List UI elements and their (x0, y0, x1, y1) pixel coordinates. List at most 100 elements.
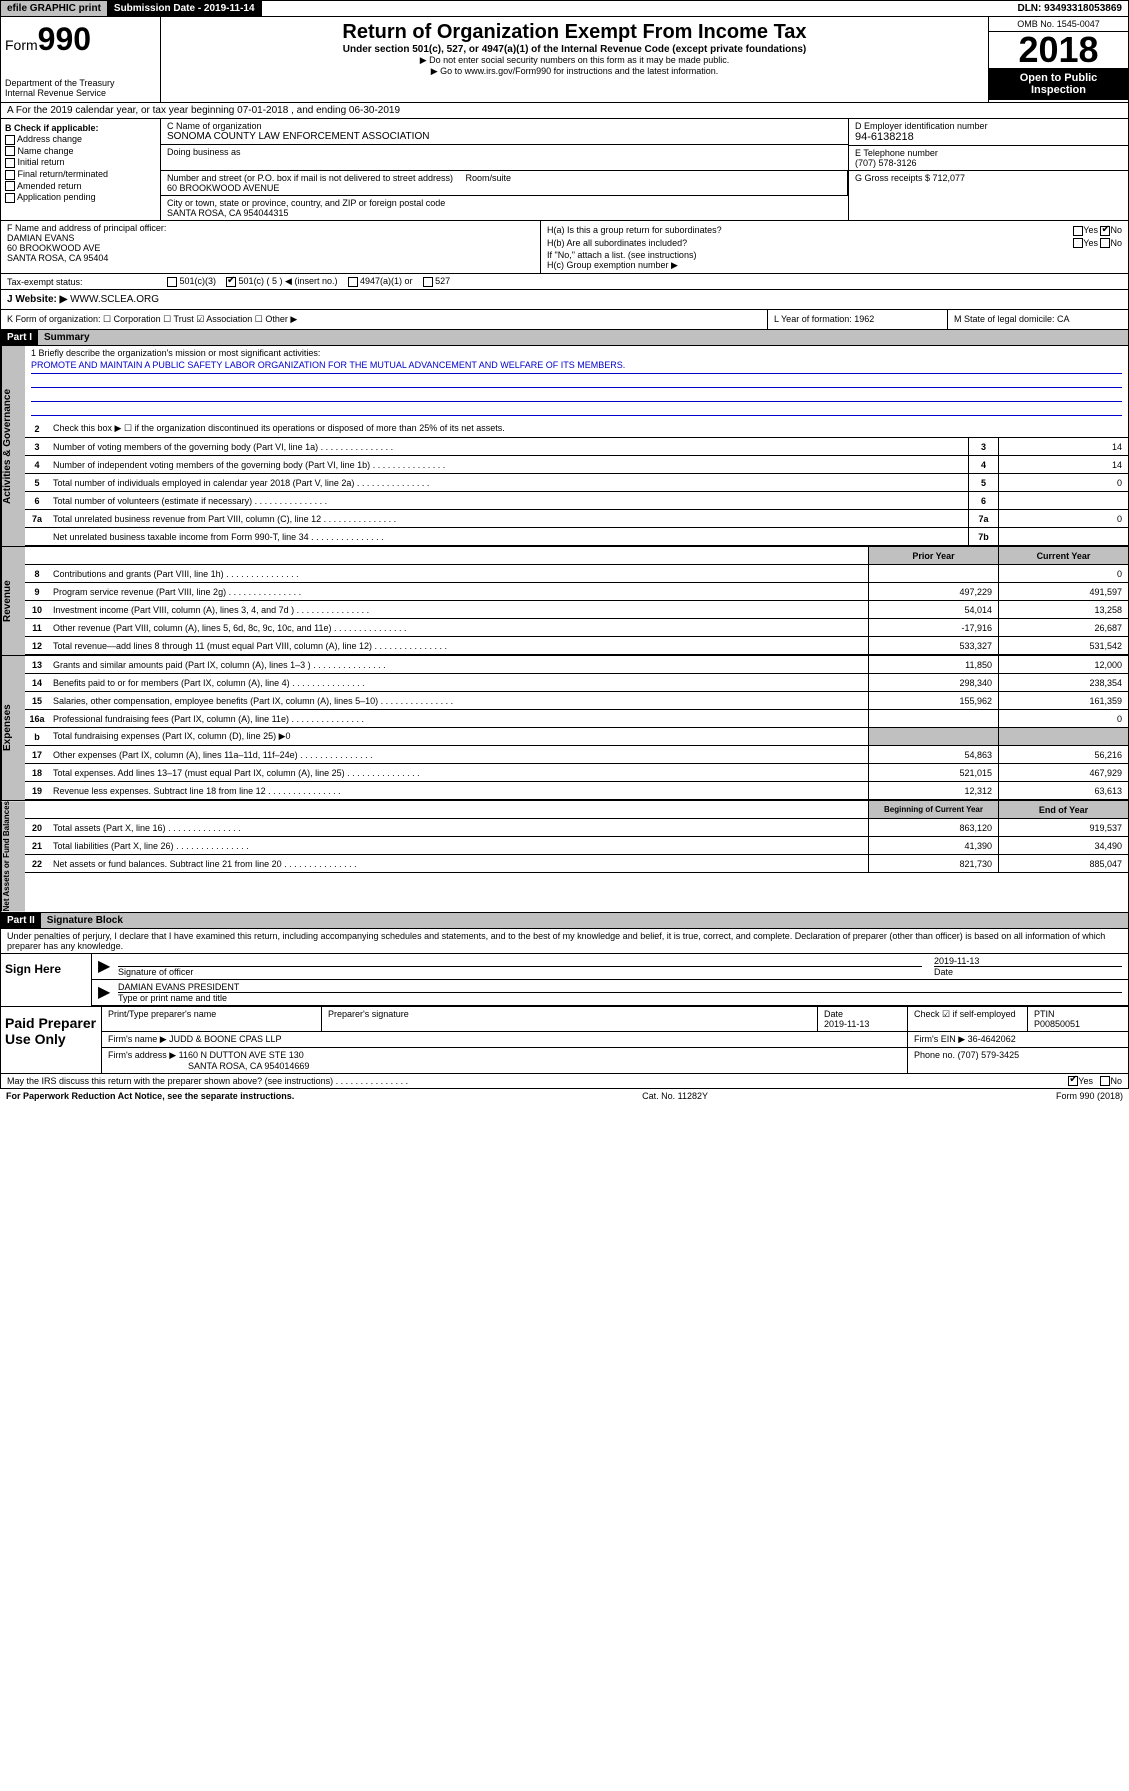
line-18-current: 467,929 (998, 764, 1128, 781)
part2-header: Part II (1, 913, 41, 928)
efile-button[interactable]: efile GRAPHIC print (1, 1, 108, 16)
col-current: Current Year (998, 547, 1128, 564)
vtab-net-assets: Net Assets or Fund Balances (1, 801, 25, 911)
vtab-revenue: Revenue (1, 547, 25, 655)
tel-value: (707) 578-3126 (855, 158, 1122, 168)
dept-label: Department of the Treasury Internal Reve… (5, 78, 156, 98)
line-12-desc: Total revenue—add lines 8 through 11 (mu… (49, 639, 868, 653)
line-18-desc: Total expenses. Add lines 13–17 (must eq… (49, 766, 868, 780)
dba-value (167, 157, 842, 168)
hb-note: If "No," attach a list. (see instruction… (547, 250, 1122, 260)
line-15-desc: Salaries, other compensation, employee b… (49, 694, 868, 708)
line-21-prior: 41,390 (868, 837, 998, 854)
submission-date: Submission Date - 2019-11-14 (108, 1, 262, 16)
section-b-label: B Check if applicable: (5, 123, 156, 133)
perjury-text: Under penalties of perjury, I declare th… (1, 929, 1128, 954)
note-link: ▶ Go to www.irs.gov/Form990 for instruct… (165, 66, 984, 77)
line-17-current: 56,216 (998, 746, 1128, 763)
q1-label: 1 Briefly describe the organization's mi… (31, 348, 1122, 358)
line-14-prior: 298,340 (868, 674, 998, 691)
form-subtitle: Under section 501(c), 527, or 4947(a)(1)… (165, 44, 984, 55)
col-prior: Prior Year (868, 547, 998, 564)
line-b-desc: Total fundraising expenses (Part IX, col… (49, 729, 868, 744)
line-22-desc: Net assets or fund balances. Subtract li… (49, 857, 868, 871)
chk-527[interactable]: 527 (423, 276, 451, 287)
line-6-desc: Total number of volunteers (estimate if … (49, 494, 968, 508)
discuss-yes[interactable] (1068, 1076, 1078, 1086)
website-label: J Website: ▶ (7, 294, 67, 305)
line-13-current: 12,000 (998, 656, 1128, 673)
tel-label: E Telephone number (855, 148, 1122, 158)
line-12-prior: 533,327 (868, 637, 998, 654)
discuss-no[interactable] (1100, 1076, 1110, 1086)
chk-final-return[interactable]: Final return/terminated (5, 169, 156, 180)
line-10-desc: Investment income (Part VIII, column (A)… (49, 603, 868, 617)
prep-sig-label: Preparer's signature (322, 1007, 818, 1031)
line-5-desc: Total number of individuals employed in … (49, 476, 968, 490)
line-9-desc: Program service revenue (Part VIII, line… (49, 585, 868, 599)
q2-text: Check this box ▶ ☐ if the organization d… (49, 421, 1128, 436)
officer-printed-name: DAMIAN EVANS PRESIDENT (118, 982, 1122, 992)
sig-date: 2019-11-13 (934, 956, 1122, 966)
hc-label: H(c) Group exemption number ▶ (547, 260, 1122, 271)
tax-status-label: Tax-exempt status: (7, 277, 157, 287)
city-label: City or town, state or province, country… (167, 198, 842, 208)
line-17-prior: 54,863 (868, 746, 998, 763)
chk-address-change[interactable]: Address change (5, 134, 156, 145)
gross-receipts: G Gross receipts $ 712,077 (849, 170, 1128, 185)
col-begin: Beginning of Current Year (868, 801, 998, 818)
chk-501c3[interactable]: 501(c)(3) (167, 276, 216, 287)
line-7a-desc: Total unrelated business revenue from Pa… (49, 512, 968, 526)
officer-addr2: SANTA ROSA, CA 95404 (7, 253, 534, 263)
line-16a-prior (868, 710, 998, 727)
chk-application-pending[interactable]: Application pending (5, 192, 156, 203)
tax-year: 2018 (989, 32, 1128, 68)
line-11-current: 26,687 (998, 619, 1128, 636)
line-9-prior: 497,229 (868, 583, 998, 600)
m-state-domicile: M State of legal domicile: CA (948, 310, 1128, 329)
footer-catno: Cat. No. 11282Y (642, 1091, 708, 1101)
line-20-current: 919,537 (998, 819, 1128, 836)
part2-title: Signature Block (41, 913, 1128, 928)
firm-phone: (707) 579-3425 (958, 1050, 1020, 1060)
city-value: SANTA ROSA, CA 954044315 (167, 208, 842, 218)
chk-amended[interactable]: Amended return (5, 181, 156, 192)
chk-4947[interactable]: 4947(a)(1) or (348, 276, 413, 287)
line-8-current: 0 (998, 565, 1128, 582)
l-year-formation: L Year of formation: 1962 (768, 310, 948, 329)
line-16a-current: 0 (998, 710, 1128, 727)
ptin: P00850051 (1034, 1019, 1080, 1029)
line-21-desc: Total liabilities (Part X, line 26) (49, 839, 868, 853)
sig-officer-label: Signature of officer (118, 966, 922, 977)
line-7b-val (998, 528, 1128, 545)
chk-501c5[interactable]: 501(c) ( 5 ) ◀ (insert no.) (226, 276, 337, 287)
website-value: WWW.SCLEA.ORG (70, 294, 159, 305)
line-17-desc: Other expenses (Part IX, column (A), lin… (49, 748, 868, 762)
chk-name-change[interactable]: Name change (5, 146, 156, 157)
line-11-prior: -17,916 (868, 619, 998, 636)
line-7a-val: 0 (998, 510, 1128, 527)
sign-here-label: Sign Here (1, 954, 91, 1006)
line-8-desc: Contributions and grants (Part VIII, lin… (49, 567, 868, 581)
line-19-prior: 12,312 (868, 782, 998, 799)
chk-initial-return[interactable]: Initial return (5, 157, 156, 168)
line-12-current: 531,542 (998, 637, 1128, 654)
check-self-employed[interactable]: Check ☑ if self-employed (908, 1007, 1028, 1031)
officer-label: F Name and address of principal officer: (7, 223, 534, 233)
street-address: 60 BROOKWOOD AVENUE (167, 183, 841, 193)
line-10-current: 13,258 (998, 601, 1128, 618)
line-19-desc: Revenue less expenses. Subtract line 18 … (49, 784, 868, 798)
org-name-label: C Name of organization (167, 121, 842, 131)
k-form-org: K Form of organization: ☐ Corporation ☐ … (1, 310, 768, 329)
line-19-current: 63,613 (998, 782, 1128, 799)
line-15-current: 161,359 (998, 692, 1128, 709)
line-4-desc: Number of independent voting members of … (49, 458, 968, 472)
line-20-desc: Total assets (Part X, line 16) (49, 821, 868, 835)
part1-header: Part I (1, 330, 38, 345)
firm-name: JUDD & BOONE CPAS LLP (169, 1034, 281, 1044)
line-22-prior: 821,730 (868, 855, 998, 872)
line-20-prior: 863,120 (868, 819, 998, 836)
addr-label: Number and street (or P.O. box if mail i… (167, 173, 841, 183)
open-public-badge: Open to Public Inspection (989, 68, 1128, 100)
ha-label: H(a) Is this a group return for subordin… (547, 225, 722, 236)
